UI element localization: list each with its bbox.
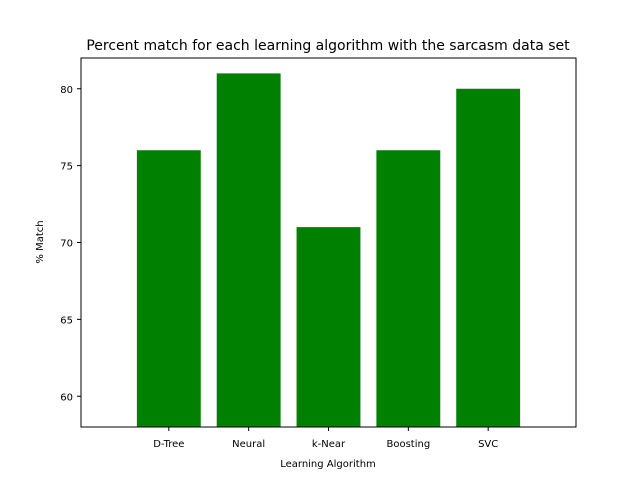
plot-frame [80,57,577,428]
x-tick-label: Boosting [386,439,430,450]
bar-d-tree [136,150,201,427]
plot-area: D-Tree Neural k-Near Boosting SVC 60 65 70 75 80 [60,73,521,450]
x-tick-label: D-Tree [153,439,184,450]
bar-neural [216,73,281,427]
x-tick-label: k-Near [312,439,346,450]
y-tick-label: 65 [60,315,73,326]
y-tick-label: 80 [60,85,73,96]
bar-svc [456,88,521,427]
bar-boosting [376,150,441,427]
y-axis-label: % Match [35,220,46,263]
x-axis-label: Learning Algorithm [280,459,376,470]
y-tick-label: 75 [60,162,73,173]
y-tick-label: 60 [60,392,73,403]
x-tick-label: SVC [478,439,498,450]
y-tick-label: 70 [60,239,73,250]
chart-title: Percent match for each learning algorith… [86,38,570,54]
bar-k-near [296,227,361,427]
x-tick-label: Neural [232,439,265,450]
